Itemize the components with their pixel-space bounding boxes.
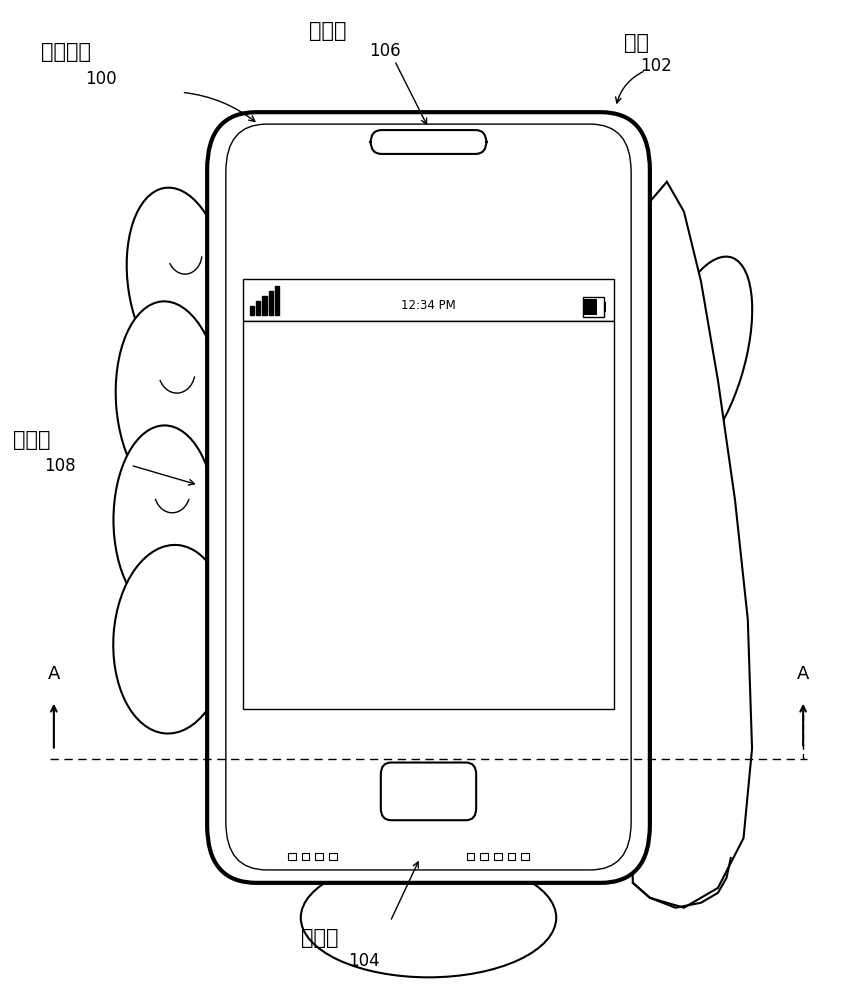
FancyBboxPatch shape xyxy=(207,112,650,883)
Bar xyxy=(329,853,337,860)
Bar xyxy=(507,853,515,860)
Bar xyxy=(494,853,501,860)
Ellipse shape xyxy=(127,188,228,375)
FancyBboxPatch shape xyxy=(370,130,487,154)
Bar xyxy=(262,296,267,315)
FancyBboxPatch shape xyxy=(381,763,476,820)
Text: 100: 100 xyxy=(85,70,117,88)
Bar xyxy=(275,286,279,315)
Text: 电子装置: 电子装置 xyxy=(41,42,91,62)
Bar xyxy=(584,299,597,315)
Bar xyxy=(256,301,261,315)
Bar xyxy=(243,279,614,321)
Ellipse shape xyxy=(113,545,230,734)
Ellipse shape xyxy=(650,257,752,465)
Bar xyxy=(249,306,254,315)
FancyBboxPatch shape xyxy=(226,124,631,870)
Ellipse shape xyxy=(301,858,556,977)
Bar xyxy=(269,291,273,315)
Text: 12:34 PM: 12:34 PM xyxy=(401,299,456,312)
Polygon shape xyxy=(625,182,752,908)
Text: 壳体: 壳体 xyxy=(625,33,650,53)
Ellipse shape xyxy=(113,425,216,614)
Bar xyxy=(243,321,614,709)
Text: 108: 108 xyxy=(44,457,75,475)
Bar xyxy=(302,853,309,860)
Text: 扬声器: 扬声器 xyxy=(309,21,347,41)
Bar xyxy=(604,302,607,312)
Text: 麦克风: 麦克风 xyxy=(301,928,339,948)
Text: 106: 106 xyxy=(369,42,400,60)
Text: A: A xyxy=(48,665,60,683)
Bar xyxy=(481,853,488,860)
Text: A: A xyxy=(797,665,809,683)
Bar xyxy=(315,853,323,860)
Bar xyxy=(584,297,604,317)
Bar xyxy=(288,853,296,860)
Ellipse shape xyxy=(116,301,222,500)
Text: 104: 104 xyxy=(349,952,381,970)
Bar xyxy=(467,853,475,860)
Bar xyxy=(521,853,529,860)
Text: 102: 102 xyxy=(639,57,671,75)
Text: 显示器: 显示器 xyxy=(13,430,51,450)
